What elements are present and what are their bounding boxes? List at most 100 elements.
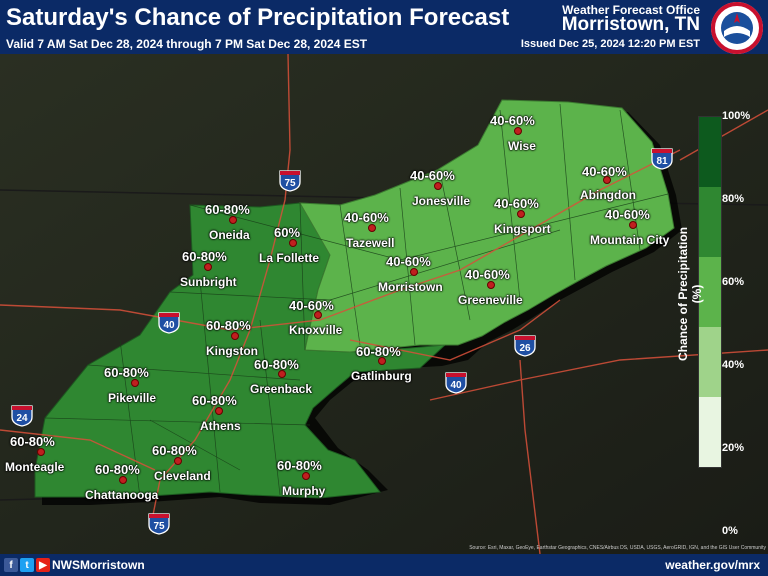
city-name: Greenback xyxy=(250,382,313,396)
interstate-shield-icon: 24 xyxy=(11,405,33,427)
city-pop-value: 40-60% xyxy=(605,207,650,222)
city-marker-icon xyxy=(368,224,376,232)
office-city: Morristown, TN xyxy=(561,14,700,35)
legend-title: Chance of Precipitation (%) xyxy=(676,226,704,362)
city-pop-value: 60-80% xyxy=(254,357,299,372)
city-name: Cleveland xyxy=(154,469,211,483)
legend-segment xyxy=(699,187,721,257)
legend-tick-label: 0% xyxy=(722,525,738,537)
interstate-shield-icon: 75 xyxy=(148,513,170,535)
interstate-shield-icon: 40 xyxy=(445,372,467,394)
interstate-number: 75 xyxy=(284,178,296,189)
city-name: Monteagle xyxy=(5,460,65,474)
city-name: Tazewell xyxy=(346,236,395,250)
city-name: Mountain City xyxy=(590,233,670,247)
city-marker-icon xyxy=(119,476,127,484)
city-marker-icon xyxy=(514,127,522,135)
city-name: Oneida xyxy=(209,228,250,242)
city-marker-icon xyxy=(131,379,139,387)
city-name: Kingston xyxy=(206,344,258,358)
city-marker-icon xyxy=(314,311,322,319)
city-marker-icon xyxy=(410,268,418,276)
city-pop-value: 60-80% xyxy=(182,249,227,264)
city-name: Sunbright xyxy=(180,275,237,289)
legend-tick-label: 80% xyxy=(722,193,745,205)
interstate-shield-icon: 26 xyxy=(514,335,536,357)
city-pop-value: 60-80% xyxy=(356,344,401,359)
city-pop-value: 40-60% xyxy=(490,113,535,128)
city-marker-icon xyxy=(229,216,237,224)
city-marker-icon xyxy=(174,457,182,465)
city-name: Morristown xyxy=(378,280,443,294)
city-pop-value: 60-80% xyxy=(192,393,237,408)
city-pop-value: 40-60% xyxy=(344,210,389,225)
city-marker-icon xyxy=(487,281,495,289)
interstate-number: 40 xyxy=(450,380,462,391)
header-bar: Saturday's Chance of Precipitation Forec… xyxy=(0,0,768,54)
city-pop-value: 60-80% xyxy=(104,365,149,380)
city-marker-icon xyxy=(434,182,442,190)
county-lines xyxy=(44,103,669,498)
interstate-shield-icon: 75 xyxy=(279,170,301,192)
city-pop-value: 40-60% xyxy=(494,196,539,211)
interstate-number: 26 xyxy=(519,343,531,354)
interstate-number: 24 xyxy=(16,413,28,424)
valid-period: Valid 7 AM Sat Dec 28, 2024 through 7 PM… xyxy=(6,37,368,51)
city-name: Jonesville xyxy=(412,194,471,208)
city-marker-icon xyxy=(629,221,637,229)
legend-segment xyxy=(699,257,721,327)
youtube-icon[interactable]: ▶ xyxy=(36,558,50,572)
city-name: La Follette xyxy=(259,251,320,265)
city-name: Chattanooga xyxy=(85,488,159,502)
facebook-icon[interactable]: f xyxy=(4,558,18,572)
interstate-number: 75 xyxy=(153,521,165,532)
legend-segment xyxy=(699,397,721,467)
page-title: Saturday's Chance of Precipitation Forec… xyxy=(6,4,510,31)
city-name: Pikeville xyxy=(108,391,157,405)
legend-tick-label: 20% xyxy=(722,442,745,454)
social-handle[interactable]: NWSMorristown xyxy=(52,558,145,572)
interstate-shield-icon: 40 xyxy=(158,312,180,334)
forecast-area-40-60 xyxy=(299,99,675,353)
legend-tick-label: 100% xyxy=(722,110,751,122)
city-pop-value: 40-60% xyxy=(289,298,334,313)
city-marker-icon xyxy=(289,239,297,247)
city-name: Athens xyxy=(200,419,241,433)
city-pop-value: 60-80% xyxy=(206,318,251,333)
city-marker-icon xyxy=(378,357,386,365)
website-link[interactable]: weather.gov/mrx xyxy=(665,558,760,572)
city-name: Gatlinburg xyxy=(351,369,412,383)
legend-segment xyxy=(699,327,721,397)
city-pop-value: 60-80% xyxy=(205,202,250,217)
city-pop-value: 40-60% xyxy=(582,164,627,179)
interstate-number: 81 xyxy=(656,156,668,167)
city-marker-icon xyxy=(215,407,223,415)
city-pop-value: 60-80% xyxy=(95,462,140,477)
legend-colorbar xyxy=(698,116,722,468)
issued-time: Issued Dec 25, 2024 12:20 PM EST xyxy=(520,38,700,50)
interstate-number: 40 xyxy=(163,320,175,331)
city-pop-value: 60-80% xyxy=(152,443,197,458)
city-pop-value: 40-60% xyxy=(386,254,431,269)
city-name: Wise xyxy=(508,139,536,153)
social-icons: f t ▶ xyxy=(4,558,50,572)
city-pop-value: 60% xyxy=(274,225,301,240)
city-marker-icon xyxy=(204,263,212,271)
noaa-nws-logo-icon xyxy=(711,2,763,54)
city-marker-icon xyxy=(603,176,611,184)
city-marker-icon xyxy=(517,210,525,218)
interstate-shield-icon: 81 xyxy=(651,148,673,170)
city-name: Kingsport xyxy=(494,222,551,236)
city-pop-value: 60-80% xyxy=(10,434,55,449)
city-name: Murphy xyxy=(282,484,326,498)
twitter-icon[interactable]: t xyxy=(20,558,34,572)
city-pop-value: 40-60% xyxy=(465,267,510,282)
city-pop-value: 60-80% xyxy=(277,458,322,473)
city-name: Knoxville xyxy=(289,323,343,337)
footer-bar: f t ▶ NWSMorristown weather.gov/mrx xyxy=(0,554,768,576)
city-name: Abingdon xyxy=(580,188,636,202)
highway-lines xyxy=(0,53,768,555)
city-marker-icon xyxy=(37,448,45,456)
city-marker-icon xyxy=(278,370,286,378)
